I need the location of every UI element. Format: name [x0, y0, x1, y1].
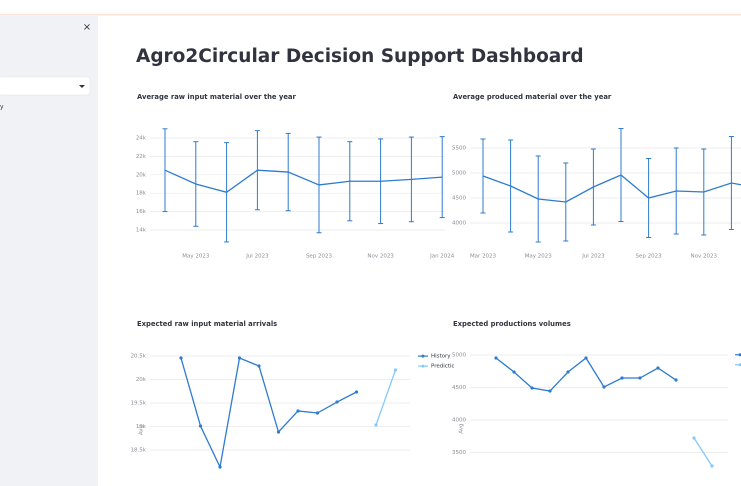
point	[548, 389, 552, 393]
legend-marker	[738, 363, 741, 367]
error-bar	[224, 142, 230, 243]
error-bar	[701, 148, 707, 236]
x-tick-label: May 2023	[525, 254, 553, 260]
page-title: Agro2Circular Decision Support Dashboard	[136, 46, 584, 67]
error-bar	[563, 162, 569, 242]
point	[296, 409, 300, 413]
y-tick-label: 3500	[452, 450, 466, 456]
y-tick-label: 5000	[452, 171, 466, 177]
x-tick-label: Mar 2023	[470, 254, 497, 260]
sidebar-label: y	[0, 104, 4, 111]
error-bar	[535, 155, 541, 243]
point	[374, 423, 378, 427]
close-button[interactable]: ×	[83, 22, 91, 33]
x-tick-label: Nov 2023	[691, 254, 718, 260]
point	[710, 464, 714, 468]
point	[237, 356, 242, 360]
legend-label: History	[431, 354, 451, 360]
y-tick-label: 5500	[452, 146, 466, 152]
error-bar	[378, 138, 384, 225]
y-tick-label: 22k	[136, 154, 147, 160]
y-axis-label: Avg	[459, 424, 465, 434]
error-bar	[673, 147, 679, 235]
point	[674, 378, 678, 382]
error-bar	[590, 148, 596, 226]
x-tick-label: May 2023	[182, 254, 210, 260]
point	[512, 370, 516, 374]
y-tick-label: 19.5k	[131, 401, 147, 407]
y-tick-label: 4000	[452, 221, 466, 227]
point	[530, 386, 534, 390]
header-line	[0, 14, 741, 16]
chart-title: Average raw input material over the year	[137, 93, 297, 101]
legend-marker	[421, 364, 425, 368]
x-tick-label: Jul 2023	[245, 254, 269, 260]
chart-title: Average produced material over the year	[453, 93, 612, 101]
chart-title: Expected productions volumes	[453, 320, 571, 328]
point	[584, 356, 588, 360]
x-tick-label: Sep 2023	[306, 254, 333, 260]
point	[198, 424, 203, 428]
error-bar	[439, 136, 445, 219]
chart-title: Expected raw input material arrivals	[137, 320, 277, 328]
error-bar	[646, 158, 652, 238]
point	[494, 356, 498, 360]
point	[620, 376, 624, 380]
y-tick-label: 4500	[452, 385, 466, 391]
y-tick-label: 20k	[136, 172, 147, 178]
point	[218, 465, 222, 469]
error-bar	[408, 136, 414, 223]
error-bar	[162, 128, 168, 213]
point	[315, 411, 320, 415]
y-tick-label: 14k	[136, 228, 147, 234]
select-arrow	[79, 85, 85, 88]
line	[693, 437, 713, 467]
point	[335, 400, 339, 404]
error-bar	[480, 138, 486, 214]
y-tick-label: 16k	[136, 209, 147, 215]
y-tick-label: 4000	[452, 418, 466, 424]
error-bar	[347, 141, 353, 222]
y-tick-label: 18.5k	[131, 448, 147, 454]
error-bar	[193, 141, 199, 227]
point	[393, 368, 398, 372]
legend-marker	[421, 354, 425, 358]
y-tick-label: 18k	[136, 191, 147, 197]
y-tick-label: 19k	[136, 424, 147, 430]
error-bar	[285, 132, 291, 212]
line	[180, 357, 357, 470]
line	[495, 357, 677, 392]
line	[375, 369, 397, 426]
y-tick-label: 20k	[136, 377, 147, 383]
legend-marker	[738, 353, 741, 357]
error-bar	[508, 139, 514, 233]
point	[179, 356, 183, 360]
y-tick-label: 5000	[452, 353, 466, 359]
x-tick-label: Jan 2024	[429, 254, 455, 260]
point	[638, 376, 642, 380]
y-axis-label: Avg	[139, 425, 145, 435]
error-bar	[728, 136, 734, 230]
y-tick-label: 20.5k	[131, 354, 147, 360]
point	[566, 370, 570, 374]
x-tick-label: Nov 2023	[367, 254, 394, 260]
point	[354, 390, 359, 394]
error-bar	[618, 128, 624, 222]
line	[164, 169, 443, 193]
error-bar	[254, 130, 260, 211]
point	[656, 366, 660, 370]
y-tick-label: 4500	[452, 196, 466, 202]
y-tick-label: 24k	[136, 136, 147, 142]
x-tick-label: Sep 2023	[636, 254, 663, 260]
point	[602, 385, 606, 389]
x-tick-label: Jul 2023	[581, 254, 605, 260]
select-box[interactable]	[0, 76, 91, 96]
point	[692, 436, 696, 440]
error-bar	[316, 136, 322, 234]
legend-label: Prediction	[431, 364, 459, 370]
point	[276, 430, 281, 434]
point	[257, 364, 261, 368]
